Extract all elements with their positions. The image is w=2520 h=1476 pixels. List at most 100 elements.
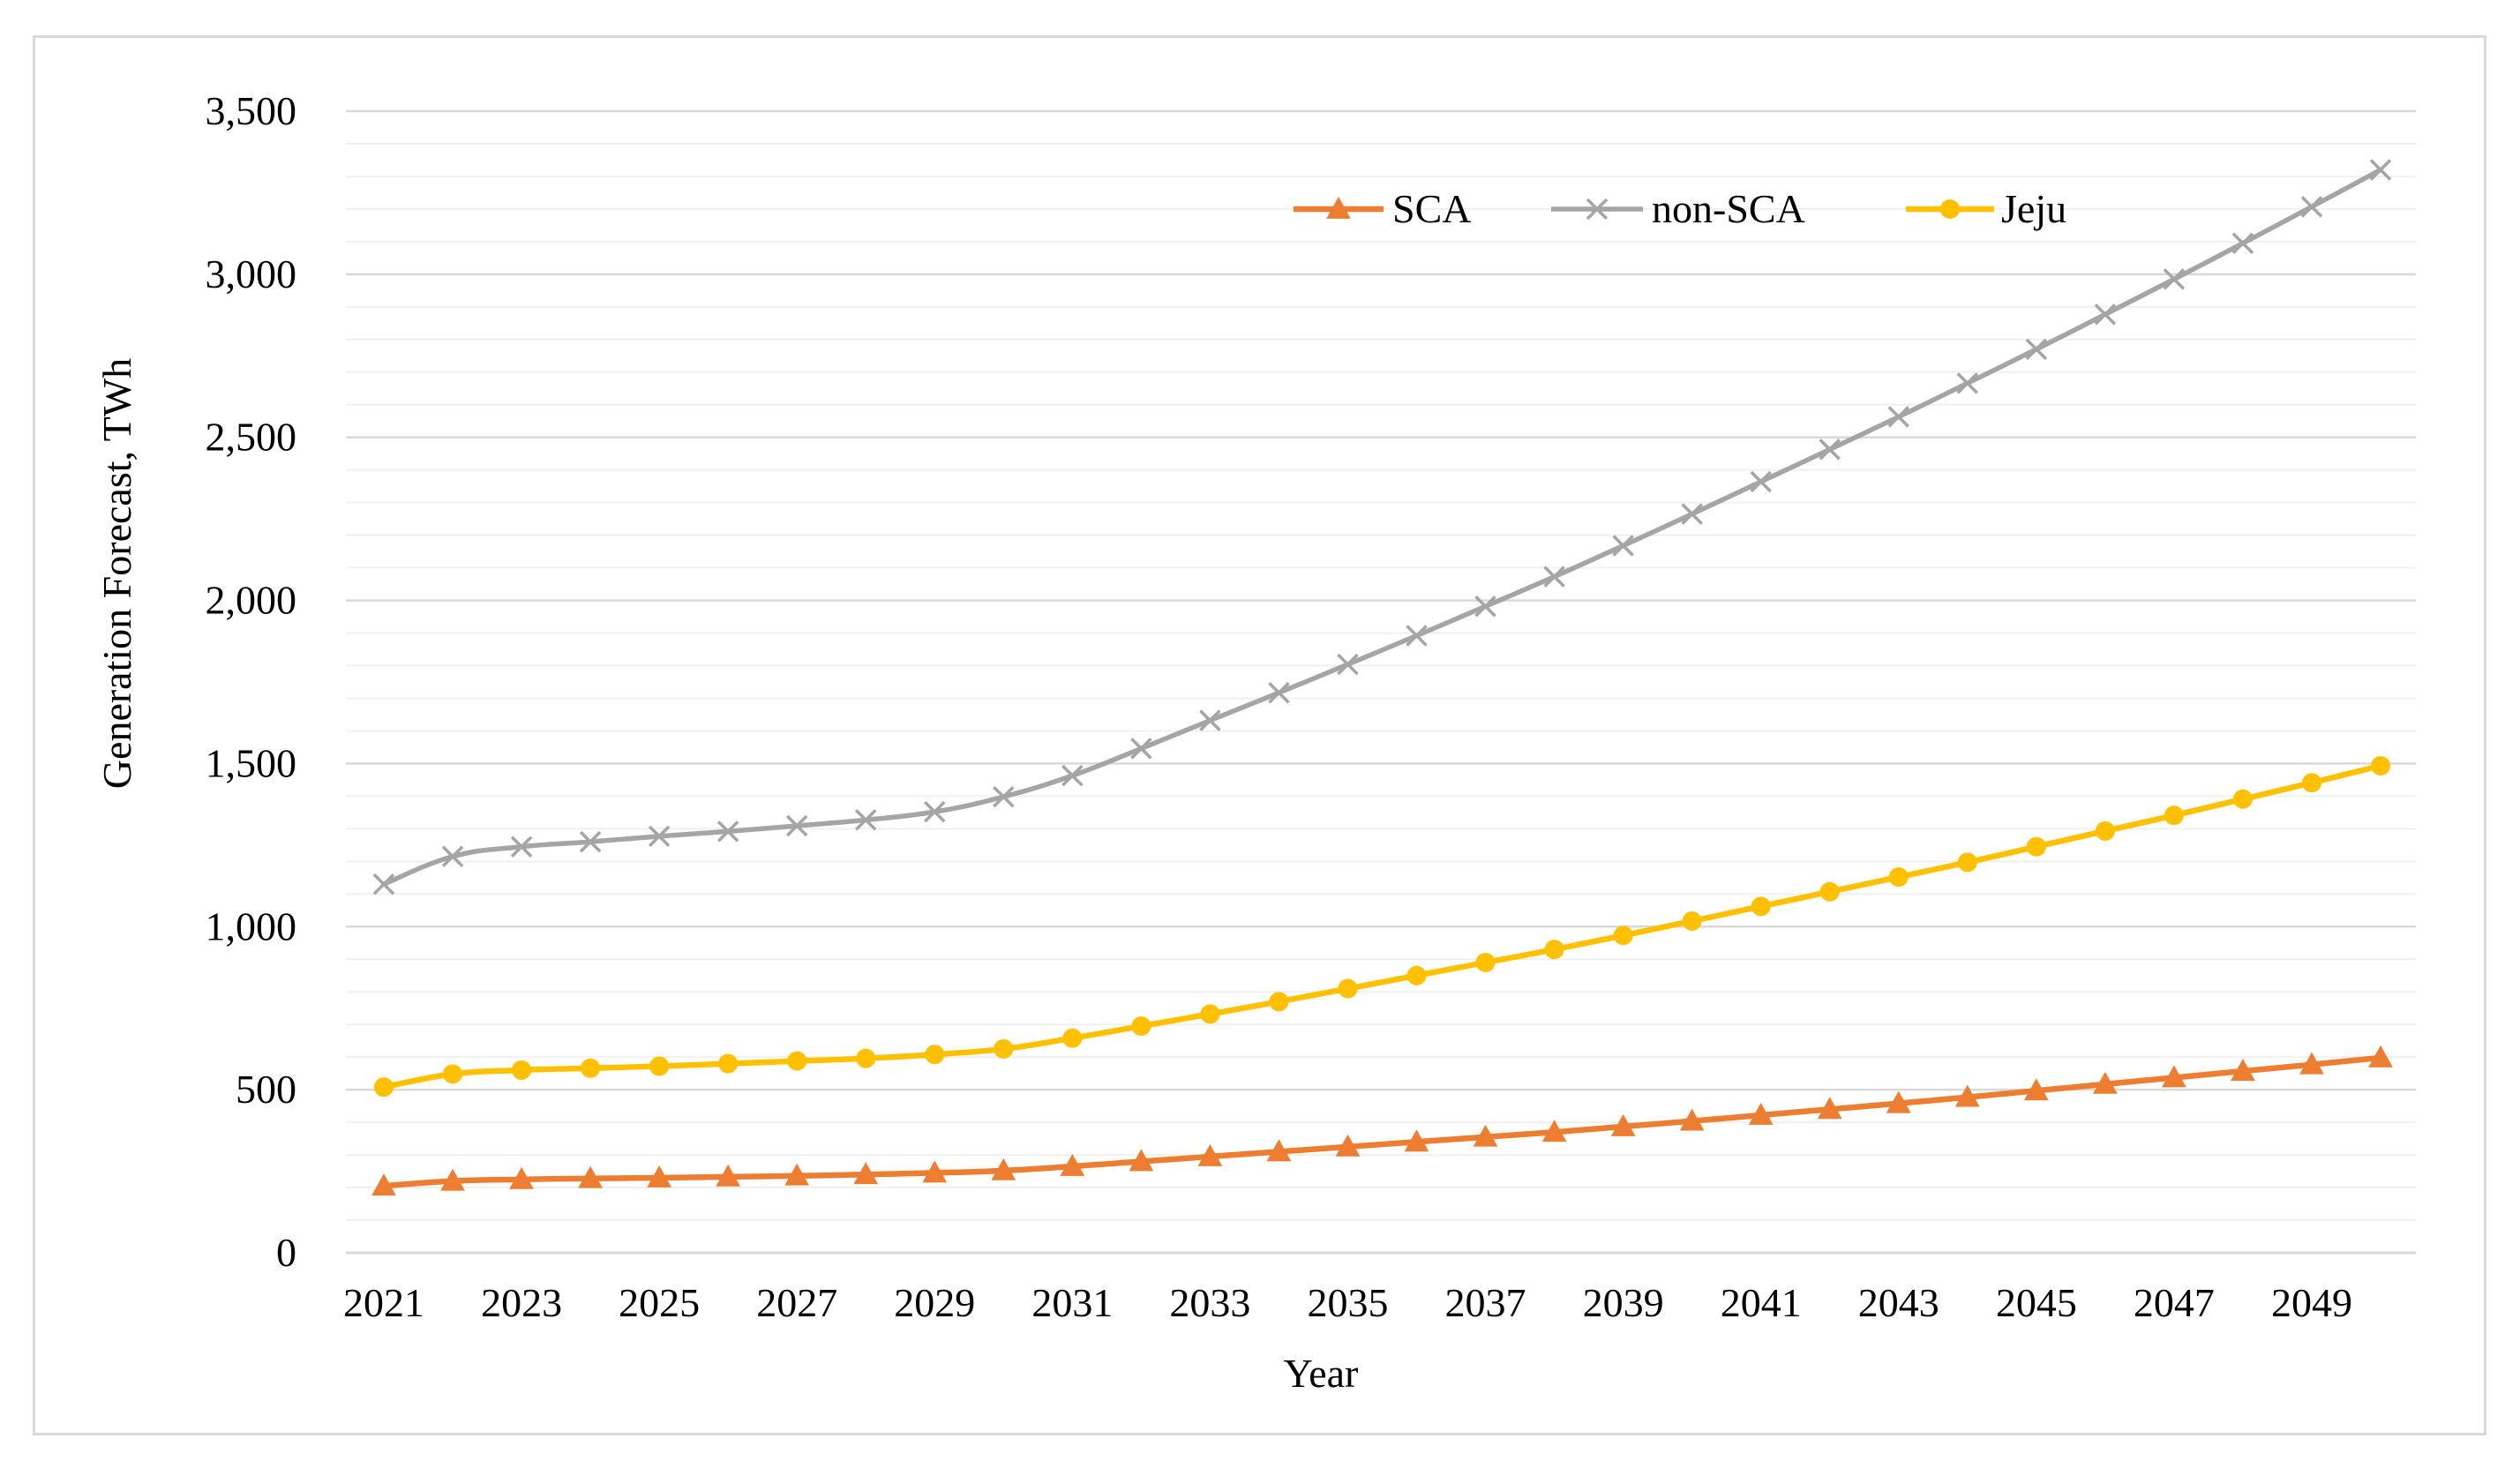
data-point-jeju (1544, 940, 1564, 960)
data-point-sca (440, 1168, 465, 1191)
data-point-jeju (581, 1058, 601, 1078)
data-point-jeju (1819, 881, 1840, 902)
data-point-jeju (1957, 852, 1977, 873)
data-point-jeju (1131, 1016, 1151, 1037)
data-point-non-sca (1337, 653, 1359, 676)
data-point-sca (1335, 1134, 1361, 1157)
x-tick-label: 2049 (2271, 1280, 2352, 1325)
data-point-non-sca (924, 800, 946, 823)
data-point-sca (1541, 1120, 1567, 1143)
data-point-non-sca (785, 814, 808, 837)
data-point-jeju (2164, 805, 2184, 826)
data-point-non-sca (1130, 738, 1152, 760)
data-point-non-sca (716, 820, 739, 843)
data-point-jeju (1475, 952, 1496, 972)
data-point-jeju (925, 1045, 945, 1065)
data-point-sca (1748, 1102, 1774, 1125)
series-layer (371, 159, 2393, 1196)
data-point-sca (2023, 1078, 2049, 1101)
x-tick-label: 2037 (1445, 1280, 1526, 1325)
data-point-jeju (994, 1038, 1014, 1059)
data-point-jeju (2371, 756, 2390, 776)
data-point-sca (1197, 1143, 1223, 1166)
data-point-non-sca (1956, 372, 1979, 394)
data-point-jeju (2301, 773, 2321, 793)
data-point-non-sca (579, 830, 602, 853)
x-tick-label: 2031 (1031, 1280, 1113, 1325)
x-tick-label: 2021 (343, 1280, 424, 1325)
y-tick-label: 2,500 (206, 415, 297, 460)
data-point-non-sca (1061, 764, 1084, 787)
data-point-sca (991, 1158, 1016, 1180)
data-point-sca (2093, 1071, 2118, 1094)
data-point-non-sca (2369, 159, 2392, 181)
legend-marker (1326, 196, 1351, 219)
data-point-non-sca (1199, 709, 1221, 731)
x-tick-label: 2025 (619, 1280, 700, 1325)
y-axis-tick-labels: 0 500 1,000 1,500 2,000 2,500 3,000 3,500 (206, 88, 297, 1275)
data-point-jeju (1888, 867, 1909, 888)
data-point-jeju (1200, 1004, 1220, 1024)
series-line-non-sca (381, 167, 2383, 887)
data-point-sca (1129, 1149, 1154, 1172)
data-point-non-sca (1406, 625, 1428, 647)
data-point-jeju (1338, 978, 1358, 999)
y-tick-label: 3,000 (206, 251, 297, 296)
data-point-sca (1886, 1090, 1911, 1113)
x-tick-label: 2029 (894, 1280, 975, 1325)
minor-gridlines (346, 142, 2416, 1222)
data-point-sca (647, 1165, 671, 1188)
data-point-non-sca (2163, 268, 2186, 290)
data-point-jeju (1613, 925, 1633, 946)
data-point-sca (578, 1165, 603, 1188)
data-point-non-sca (510, 835, 533, 858)
data-point-sca (922, 1160, 948, 1183)
y-tick-label: 0 (276, 1230, 296, 1275)
data-point-sca (509, 1166, 534, 1189)
data-point-jeju (2026, 836, 2046, 857)
data-point-sca (716, 1164, 741, 1187)
x-tick-label: 2033 (1169, 1280, 1250, 1325)
data-point-sca (2231, 1059, 2255, 1081)
data-point-non-sca (2300, 196, 2323, 218)
data-point-jeju (1062, 1028, 1083, 1048)
chart-frame (33, 35, 2486, 1435)
data-point-sca (1473, 1124, 1498, 1147)
data-point-sca (1679, 1108, 1705, 1131)
data-point-non-sca (1268, 681, 1290, 704)
x-tick-label: 2045 (1996, 1280, 2077, 1325)
legend-label: Jeju (2001, 186, 2066, 231)
legend-item-non-sca: non-SCA (1551, 186, 1805, 231)
legend-label: non-SCA (1652, 186, 1805, 231)
legend: SCA non-SCA Jeju (1294, 186, 2066, 231)
data-point-non-sca (1887, 406, 1909, 428)
y-axis-title: Generation Forecast, TWh (94, 358, 139, 789)
data-point-sca (853, 1162, 879, 1185)
legend-label: SCA (1392, 186, 1471, 231)
y-tick-label: 1,000 (206, 903, 297, 948)
data-point-non-sca (648, 825, 671, 848)
legend-item-sca: SCA (1294, 186, 1471, 231)
x-axis-tick-labels: 2021 2023 2025 2027 2029 2031 2033 2035 2037 2039… (343, 1280, 2352, 1325)
data-point-jeju (1269, 992, 1289, 1012)
data-point-jeju (856, 1048, 876, 1068)
data-point-non-sca (2231, 232, 2254, 254)
legend-marker (1586, 198, 1609, 221)
data-point-non-sca (1543, 566, 1565, 588)
data-point-jeju (718, 1053, 739, 1074)
y-tick-label: 1,500 (206, 740, 297, 785)
data-point-sca (371, 1173, 396, 1196)
y-tick-label: 2,000 (206, 578, 297, 623)
data-point-sca (2299, 1052, 2324, 1075)
data-point-non-sca (993, 785, 1015, 808)
legend-item-jeju: Jeju (1906, 186, 2066, 231)
data-point-sca (1817, 1097, 1842, 1120)
data-point-sca (2162, 1065, 2186, 1088)
data-point-non-sca (1681, 503, 1703, 525)
y-tick-label: 500 (236, 1067, 296, 1112)
data-point-non-sca (2094, 303, 2117, 326)
data-point-jeju (1751, 896, 1771, 917)
data-point-sca (1954, 1084, 1980, 1107)
series-non-sca (372, 159, 2392, 895)
x-tick-label: 2027 (756, 1280, 837, 1325)
